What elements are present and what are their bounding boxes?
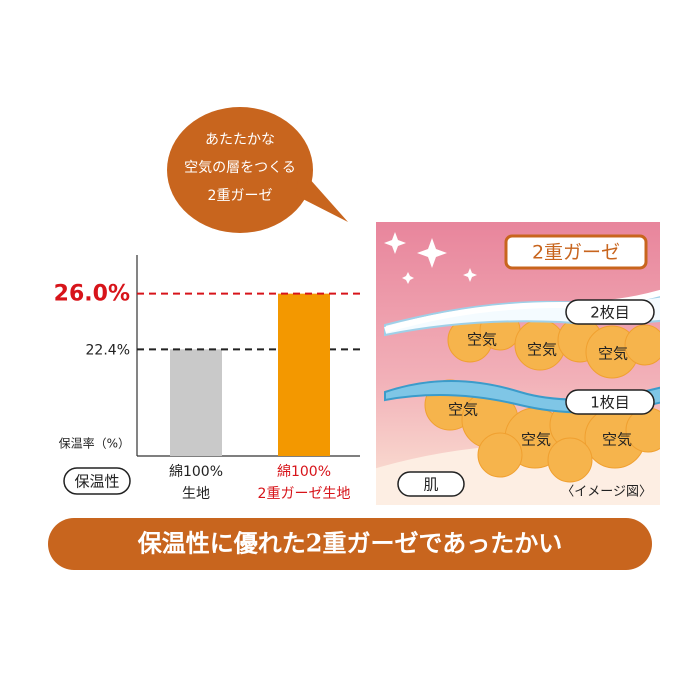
skin-label: 肌 xyxy=(423,476,438,494)
skin-badge xyxy=(397,471,465,497)
air-label: 空気 xyxy=(521,431,551,449)
air-label: 空気 xyxy=(448,401,478,419)
bubble-text: あたたかな xyxy=(205,132,275,148)
layer-label: 1枚目 xyxy=(590,394,630,412)
diagram-title-box xyxy=(504,234,648,270)
gauze-layer-2-edge xyxy=(384,289,660,333)
air-label: 空気 xyxy=(598,345,628,363)
diagram-title: 2重ガーゼ xyxy=(532,242,620,264)
layer-label: 2枚目 xyxy=(590,304,630,322)
feature-label: 保温性 xyxy=(74,473,119,491)
bubble-tail xyxy=(295,168,348,222)
speech-bubble: あたたかな 空気の層をつくる 2重ガーゼ xyxy=(167,107,348,233)
banner xyxy=(48,518,652,570)
banner-text: 保温性に優れた2重ガーゼであったかい xyxy=(137,529,562,558)
diagram: 2重ガーゼ 2枚目 1枚目 空気 空気 空気 空気 空気 空気 肌 〈イメージ図… xyxy=(376,222,660,505)
air-label: 空気 xyxy=(602,431,632,449)
diagram-caption: 〈イメージ図〉 xyxy=(561,485,652,500)
x-tick-label: 生地 xyxy=(182,486,210,502)
bubble-text: 空気の層をつくる xyxy=(184,160,296,176)
bar-chart: 保温率（%） 保温性 22.4% 綿100% 生地 26.0% 綿100% 2重ガーゼ生地 xyxy=(54,255,360,502)
x-tick-label: 綿100% xyxy=(169,464,223,480)
air-label: 空気 xyxy=(527,341,557,359)
value-label: 22.4% xyxy=(86,342,130,358)
layer-badge xyxy=(565,389,655,415)
bar xyxy=(278,293,330,456)
layer-badge xyxy=(565,299,655,325)
y-axis-label: 保温率（%） xyxy=(59,436,130,451)
x-tick-label: 綿100% xyxy=(277,464,331,480)
feature-badge xyxy=(63,467,131,495)
bar xyxy=(170,349,222,456)
bubble-text: 2重ガーゼ xyxy=(208,188,273,204)
value-label: 26.0% xyxy=(54,282,130,307)
air-label: 空気 xyxy=(467,331,497,349)
x-tick-label: 2重ガーゼ生地 xyxy=(258,486,351,502)
bubble-shape xyxy=(167,107,313,233)
sparkles xyxy=(384,232,477,284)
